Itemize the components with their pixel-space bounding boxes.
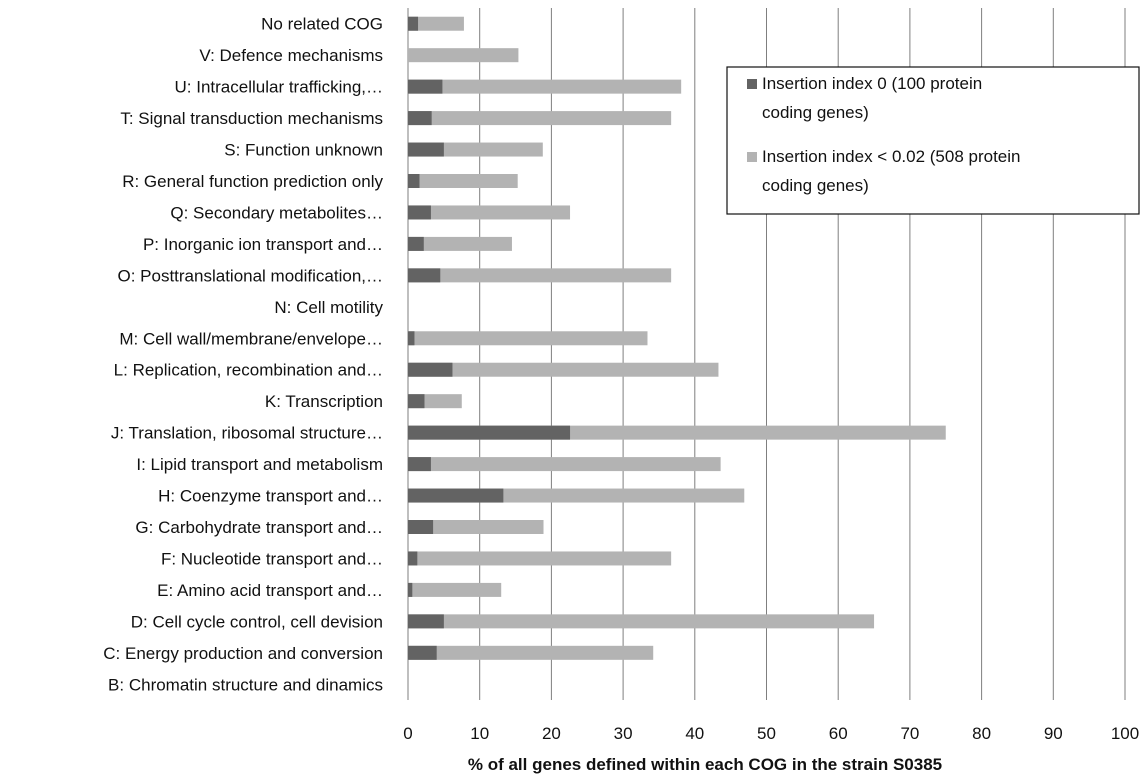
x-tick-labels: 0 10 20 30 40 50 60 70 80 90 100 [403, 724, 1139, 743]
bar-series1-2 [408, 79, 443, 94]
legend-label: Insertion index 0 (100 protein [762, 74, 982, 93]
bar-series0-2 [408, 79, 682, 94]
x-axis-title: % of all genes defined within each COG i… [468, 755, 942, 774]
x-tick-label: 80 [972, 724, 991, 743]
bar-series0-17 [408, 551, 672, 566]
bar-series0-19 [408, 614, 875, 629]
category-label: Q: Secondary metabolites… [170, 203, 383, 222]
legend-box [726, 66, 1140, 215]
category-label: S: Function unknown [224, 141, 383, 160]
category-label: V: Defence mechanisms [199, 46, 383, 65]
category-label: O: Posttranslational modification,… [117, 266, 383, 285]
x-tick-label: 40 [685, 724, 704, 743]
legend-label: Insertion index < 0.02 (508 protein [762, 147, 1020, 166]
category-label: G: Carbohydrate transport and… [135, 518, 383, 537]
bar-series0-14 [408, 457, 721, 472]
bar-series1-15 [408, 488, 504, 503]
category-label: T: Signal transduction mechanisms [120, 109, 383, 128]
bar-series1-3 [408, 111, 432, 126]
x-tick-label: 0 [403, 724, 412, 743]
bar-series1-12 [408, 394, 425, 409]
bar-series0-7 [408, 236, 512, 251]
category-label: H: Coenzyme transport and… [158, 487, 383, 506]
bar-series0-16 [408, 520, 544, 534]
category-label: N: Cell motility [274, 298, 383, 317]
bar-series1-20 [408, 645, 437, 660]
category-label: E: Amino acid transport and… [157, 581, 383, 600]
legend-swatch [747, 79, 757, 89]
bar-series1-16 [408, 520, 434, 534]
bar-series1-5 [408, 174, 420, 188]
bar-series1-8 [408, 268, 441, 283]
bar-series1-19 [408, 614, 444, 629]
bar-series0-0 [408, 16, 464, 31]
bar-series0-6 [408, 205, 571, 220]
legend-swatch [747, 152, 757, 162]
bar-series1-11 [408, 362, 453, 377]
category-label: D: Cell cycle control, cell devision [131, 612, 383, 631]
bar-series0-18 [408, 582, 502, 597]
category-label: U: Intracellular trafficking,… [175, 78, 383, 97]
category-label: F: Nucleotide transport and… [161, 549, 383, 568]
bar-series0-5 [408, 174, 518, 188]
bar-series0-3 [408, 111, 672, 126]
category-label: K: Transcription [265, 392, 383, 411]
x-tick-label: 10 [470, 724, 489, 743]
bar-series1-10 [408, 331, 415, 346]
legend-label: coding genes) [762, 103, 869, 122]
bar-series1-7 [408, 236, 424, 251]
bar-series1-6 [408, 205, 431, 220]
bar-series0-11 [408, 362, 719, 377]
bar-series1-18 [408, 582, 413, 597]
bar-series1-14 [408, 457, 431, 472]
category-label: I: Lipid transport and metabolism [136, 455, 383, 474]
legend-label: coding genes) [762, 176, 869, 195]
category-label: No related COG [261, 15, 383, 34]
category-labels: No related COG V: Defence mechanisms U: In… [103, 15, 383, 695]
bar-series0-1 [408, 48, 519, 63]
x-tick-label: 20 [542, 724, 561, 743]
bar-series1-13 [408, 425, 571, 440]
x-tick-label: 30 [614, 724, 633, 743]
category-label: P: Inorganic ion transport and… [143, 235, 383, 254]
bar-series1-4 [408, 142, 444, 157]
category-label: J: Translation, ribosomal structure… [111, 424, 383, 443]
category-label: M: Cell wall/membrane/envelope… [119, 329, 383, 348]
category-label: R: General function prediction only [122, 172, 383, 191]
category-label: C: Energy production and conversion [103, 644, 383, 663]
x-tick-label: 70 [900, 724, 919, 743]
bar-series0-20 [408, 645, 654, 660]
legend: Insertion index 0 (100 protein coding gen… [726, 66, 1140, 215]
x-tick-label: 100 [1111, 724, 1139, 743]
bar-series0-10 [408, 331, 648, 346]
bar-series1-0 [408, 16, 419, 31]
category-label: L: Replication, recombination and… [114, 361, 383, 380]
x-tick-label: 90 [1044, 724, 1063, 743]
x-tick-label: 50 [757, 724, 776, 743]
x-tick-label: 60 [829, 724, 848, 743]
category-label: B: Chromatin structure and dinamics [108, 675, 383, 694]
bars [408, 16, 946, 660]
bar-series0-8 [408, 268, 672, 283]
bar-series1-17 [408, 551, 418, 566]
